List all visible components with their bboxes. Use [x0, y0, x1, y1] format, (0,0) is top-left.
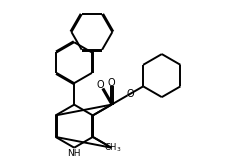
Text: NH: NH	[67, 149, 81, 158]
Text: O: O	[97, 81, 104, 90]
Text: CH$_3$: CH$_3$	[104, 142, 122, 154]
Text: O: O	[108, 78, 115, 88]
Text: O: O	[127, 89, 135, 98]
